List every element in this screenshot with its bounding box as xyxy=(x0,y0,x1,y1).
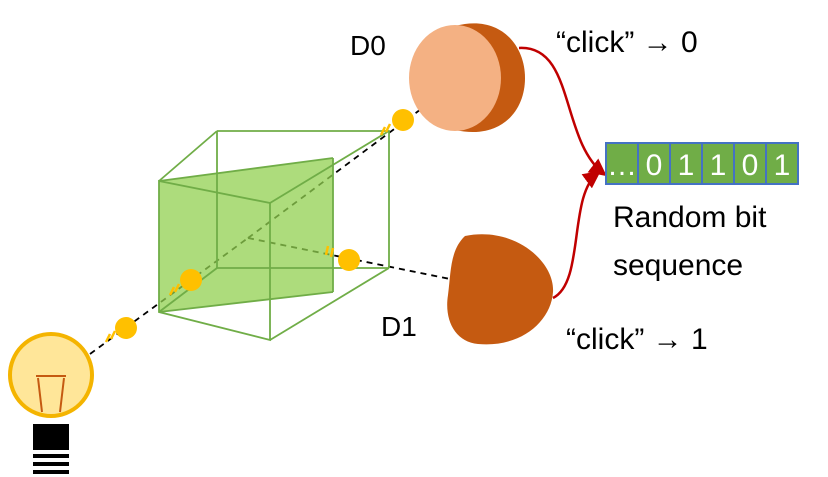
bit-value: 0 xyxy=(646,149,663,182)
bit-sequence: … 0 1 1 0 1 xyxy=(605,142,799,185)
detector-d0 xyxy=(409,23,525,133)
arrow-d1-to-bits xyxy=(552,170,601,300)
detector-d1 xyxy=(447,234,554,345)
bit-cell: 1 xyxy=(701,142,735,185)
arrow-d0-to-bits xyxy=(518,46,607,177)
click0-label: “click” → 0 xyxy=(556,26,698,59)
bit-cell: 1 xyxy=(765,142,799,185)
detector1-label: D1 xyxy=(381,311,417,342)
caption-line2: sequence xyxy=(613,249,743,282)
photon xyxy=(379,109,414,136)
light-bulb-icon xyxy=(8,332,94,474)
bit-cell: … xyxy=(605,142,639,185)
beam-splitter-cube xyxy=(158,130,390,342)
signal-arrows xyxy=(518,46,607,300)
bit-cell: 0 xyxy=(733,142,767,185)
bit-cell: 1 xyxy=(669,142,703,185)
detector0-label: D0 xyxy=(350,30,386,61)
bit-value: 1 xyxy=(678,149,695,182)
photons xyxy=(104,109,414,343)
bit-value: … xyxy=(607,149,637,182)
photon xyxy=(104,317,137,343)
photon xyxy=(324,245,360,271)
bit-value: 0 xyxy=(742,149,759,182)
caption-line1: Random bit xyxy=(613,201,767,234)
photon xyxy=(168,269,202,296)
bit-value: 1 xyxy=(710,149,727,182)
click1-label: “click” → 1 xyxy=(566,323,708,356)
bit-cell: 0 xyxy=(637,142,671,185)
bit-value: 1 xyxy=(774,149,791,182)
